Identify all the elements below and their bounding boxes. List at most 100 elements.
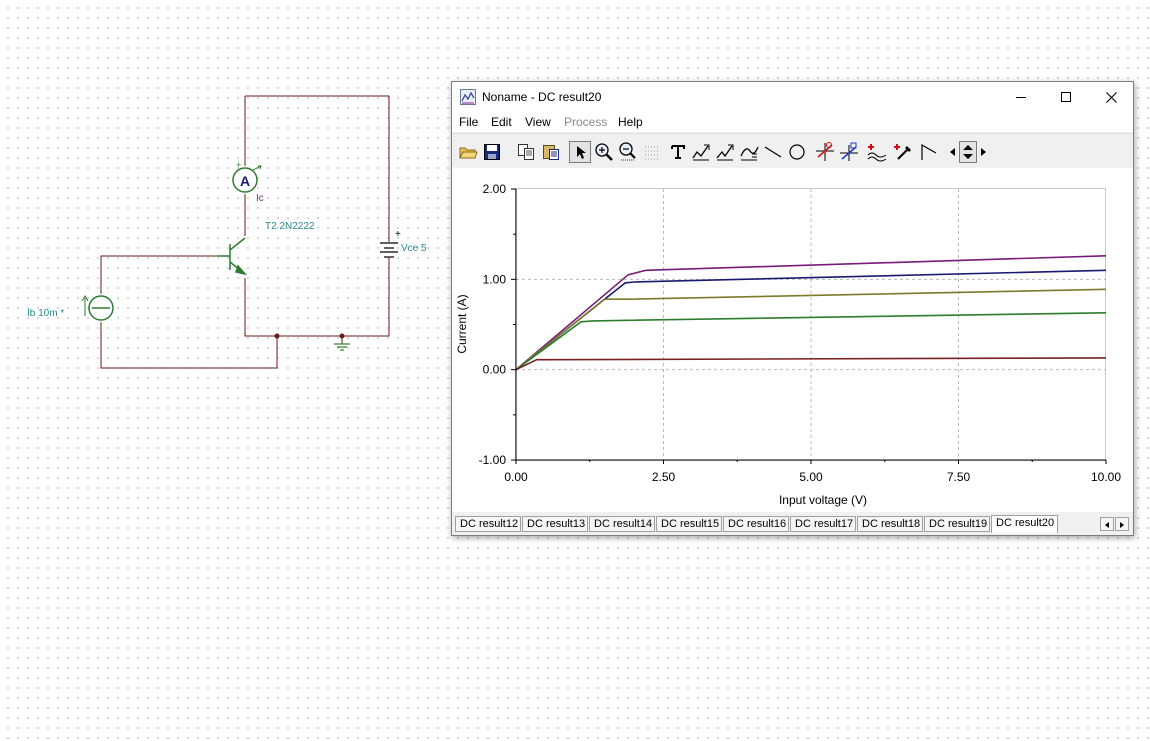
series-line-1 [515, 255, 1107, 371]
series-line-3 [515, 288, 1107, 371]
open-icon [459, 147, 478, 159]
x-tick-label: 2.50 [652, 470, 676, 484]
markers-button[interactable] [866, 141, 888, 163]
cursor-a-icon [816, 142, 834, 161]
circle-icon [789, 144, 805, 160]
tab-dc-result12[interactable]: DC result12 [455, 516, 521, 532]
arrow-updown-icon [963, 145, 973, 159]
step-button[interactable] [918, 141, 940, 163]
curve-button[interactable] [738, 141, 760, 163]
cursor-a-button[interactable] [814, 141, 836, 163]
text-button[interactable] [667, 141, 689, 163]
minimize-icon [1016, 97, 1026, 98]
close-icon [1105, 91, 1117, 103]
ammeter-label: Ic [256, 193, 264, 204]
cursor-b-button[interactable] [838, 141, 860, 163]
menu-bar: File Edit View Process Help [452, 112, 1133, 132]
junction-dot [339, 333, 345, 339]
battery-plus: + [395, 229, 401, 240]
chart[interactable]: 0.00 2.50 5.00 7.50 10.00 -1.00 0.00 1.00 2.00 I… [452, 168, 1133, 512]
pen-a-button[interactable] [690, 141, 712, 163]
dc-result-window[interactable]: Noname - DC result20 File Edit View Proc… [451, 81, 1134, 536]
grid-icon [645, 146, 659, 160]
tab-dc-result14[interactable]: DC result14 [589, 516, 655, 532]
curve-icon [740, 146, 759, 161]
minimize-button[interactable] [998, 82, 1044, 112]
transistor[interactable] [218, 237, 248, 276]
tab-dc-result16[interactable]: DC result16 [723, 516, 789, 532]
x-tick-label: 7.50 [947, 470, 971, 484]
transistor-label: T2 2N2222 [265, 221, 315, 232]
battery[interactable] [380, 242, 398, 258]
x-axis-label: Input voltage (V) [779, 493, 867, 507]
zoom-in-button[interactable] [593, 141, 615, 163]
toolbar [452, 133, 1133, 169]
source-label: Ib 10m * [27, 308, 64, 319]
junction-dot [274, 333, 280, 339]
wire-base [100, 255, 218, 294]
wire-top [245, 95, 390, 242]
tab-dc-result17[interactable]: DC result17 [790, 516, 856, 532]
y-tick-label: 1.00 [483, 272, 507, 286]
line-icon [764, 146, 782, 158]
copy-button[interactable] [515, 141, 537, 163]
open-button[interactable] [457, 141, 479, 163]
pointer-icon [577, 146, 586, 159]
series-line-5 [515, 357, 1107, 371]
ammeter-symbol: A [240, 173, 250, 189]
arrow-right-button[interactable] [977, 141, 989, 163]
x-tick-label: 0.00 [504, 470, 528, 484]
title-bar[interactable]: Noname - DC result20 [452, 82, 1133, 112]
menu-help[interactable]: Help [618, 115, 643, 129]
cursor-b-icon [840, 142, 858, 161]
grid-layer [516, 189, 1106, 460]
save-icon [484, 144, 500, 160]
paste-button[interactable] [540, 141, 562, 163]
save-button[interactable] [481, 141, 503, 163]
menu-file[interactable]: File [459, 115, 479, 129]
menu-view[interactable]: View [525, 115, 551, 129]
series-line-4 [515, 312, 1107, 371]
app-icon [460, 89, 476, 105]
grid-button[interactable] [641, 141, 663, 163]
window-title: Noname - DC result20 [482, 90, 602, 104]
tab-scroll-right-button[interactable] [1115, 517, 1129, 531]
ammeter-plus: + [236, 160, 241, 170]
plot-area[interactable]: 0.00 2.50 5.00 7.50 10.00 -1.00 0.00 1.00 2.00 I… [452, 168, 1133, 512]
arrow-left-button[interactable] [947, 141, 959, 163]
arrow-left-icon [950, 148, 955, 156]
paste-icon [543, 145, 559, 160]
maximize-icon [1061, 92, 1071, 102]
arrow-updown-button[interactable] [959, 141, 977, 163]
tab-scroll-left-icon [1105, 522, 1109, 528]
series-layer [515, 255, 1107, 371]
tab-dc-result19[interactable]: DC result19 [924, 516, 990, 532]
close-button[interactable] [1088, 82, 1134, 112]
pointer-button[interactable] [569, 141, 591, 163]
y-axis-label: Current (A) [455, 294, 469, 353]
tab-dc-result15[interactable]: DC result15 [656, 516, 722, 532]
maximize-button[interactable] [1043, 82, 1089, 112]
tab-scroll-left-button[interactable] [1100, 517, 1114, 531]
pen-b-button[interactable] [714, 141, 736, 163]
circle-button[interactable] [786, 141, 808, 163]
arrow-right-icon [981, 148, 986, 156]
tab-dc-result13[interactable]: DC result13 [522, 516, 588, 532]
x-tick-label: 10.00 [1091, 470, 1121, 484]
x-tick-label: 5.00 [799, 470, 823, 484]
line-button[interactable] [762, 141, 784, 163]
zoom-out-button[interactable] [617, 141, 639, 163]
probe-button[interactable] [892, 141, 914, 163]
axis-layer: 0.00 2.50 5.00 7.50 10.00 -1.00 0.00 1.00 2.00 [479, 182, 1122, 484]
tab-scroll-right-icon [1120, 522, 1124, 528]
menu-process[interactable]: Process [564, 115, 608, 129]
battery-label: Vce 5 [401, 243, 427, 254]
ammeter[interactable]: A + [232, 160, 262, 193]
menu-edit[interactable]: Edit [491, 115, 512, 129]
copy-icon [518, 144, 534, 160]
wire-battery-bottom [244, 258, 390, 337]
current-source[interactable] [81, 295, 114, 321]
ground-symbol[interactable] [334, 343, 350, 351]
tab-dc-result20[interactable]: DC result20 [991, 515, 1058, 533]
tab-dc-result18[interactable]: DC result18 [857, 516, 923, 532]
